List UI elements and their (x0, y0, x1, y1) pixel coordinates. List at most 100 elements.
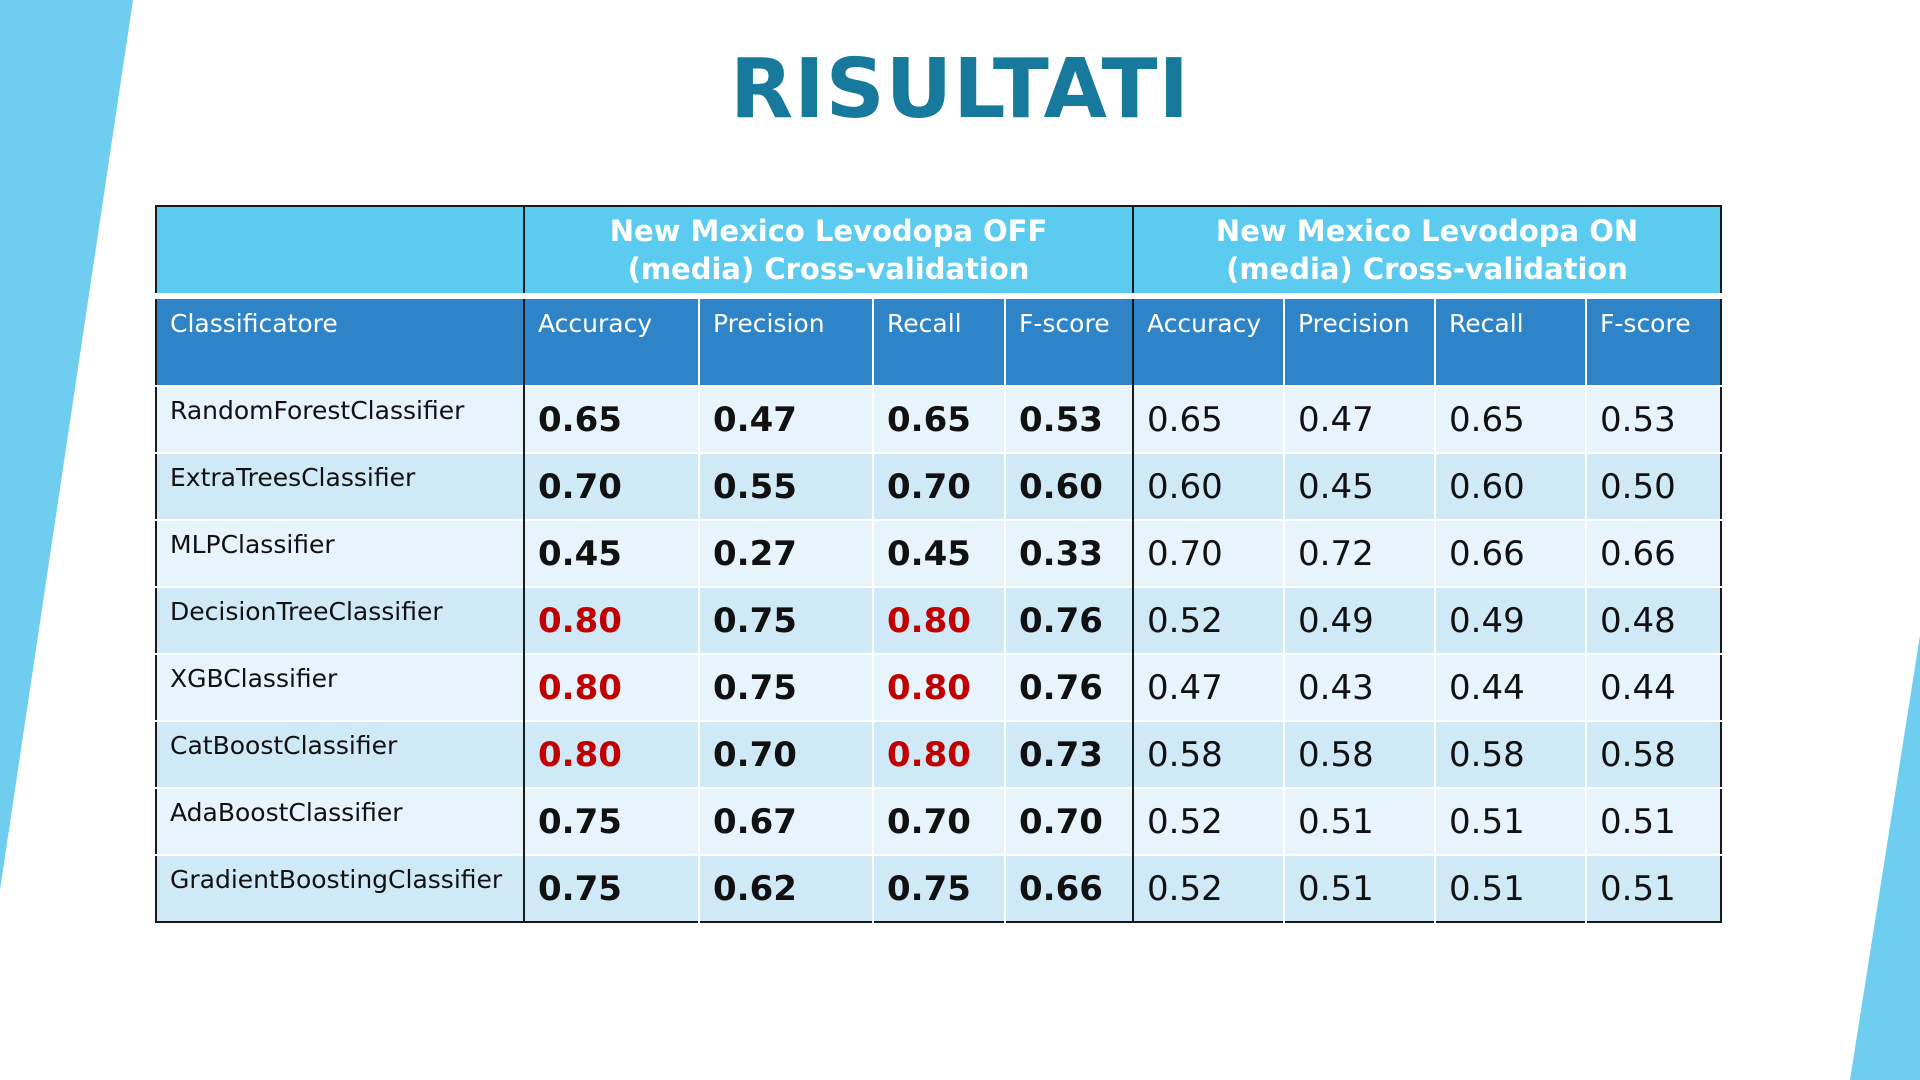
on-precision-cell: 0.72 (1283, 519, 1436, 587)
on-recall-cell: 0.65 (1434, 385, 1587, 453)
on-recall-cell: 0.58 (1434, 720, 1587, 788)
group-header-levodopa-on: New Mexico Levodopa ON (media) Cross-val… (1132, 206, 1722, 299)
table-row: GradientBoostingClassifier 0.75 0.62 0.75 0.… (156, 854, 1722, 922)
off-fscore-cell: 0.66 (1003, 854, 1134, 922)
column-header-off-recall: Recall (872, 296, 1005, 386)
table-row: MLPClassifier 0.45 0.27 0.45 0.33 0.70 0.72 0.6… (156, 519, 1722, 587)
on-accuracy-cell: 0.70 (1132, 519, 1285, 587)
classifier-name-cell: RandomForestClassifier (156, 385, 524, 453)
table-row: XGBClassifier 0.80 0.75 0.80 0.76 0.47 0.43 0.4… (156, 653, 1722, 721)
on-recall-cell: 0.51 (1434, 854, 1587, 922)
on-accuracy-cell: 0.60 (1132, 452, 1285, 520)
blank-header-cell (156, 206, 524, 299)
off-fscore-cell: 0.76 (1003, 586, 1134, 654)
on-precision-cell: 0.47 (1283, 385, 1436, 453)
column-header-on-fscore: F-score (1585, 296, 1722, 386)
on-fscore-cell: 0.44 (1585, 653, 1722, 721)
group-header-line: (media) Cross-validation (627, 252, 1030, 286)
classifier-name-cell: MLPClassifier (156, 519, 524, 587)
off-precision-cell: 0.47 (698, 385, 873, 453)
on-precision-cell: 0.49 (1283, 586, 1436, 654)
on-recall-cell: 0.49 (1434, 586, 1587, 654)
classifier-name-cell: DecisionTreeClassifier (156, 586, 524, 654)
column-header-on-accuracy: Accuracy (1132, 296, 1285, 386)
on-recall-cell: 0.60 (1434, 452, 1587, 520)
right-stripe (1850, 635, 1920, 1080)
on-recall-cell: 0.66 (1434, 519, 1587, 587)
on-fscore-cell: 0.48 (1585, 586, 1722, 654)
group-header-line: (media) Cross-validation (1226, 252, 1628, 286)
slide-title: RISULTATI (729, 42, 1191, 137)
off-precision-cell: 0.62 (698, 854, 873, 922)
group-header-line: New Mexico Levodopa OFF (609, 214, 1048, 248)
off-precision-cell: 0.55 (698, 452, 873, 520)
off-accuracy-cell: 0.75 (523, 854, 699, 922)
off-accuracy-cell: 0.45 (523, 519, 699, 587)
off-accuracy-cell: 0.75 (523, 787, 699, 855)
off-fscore-cell: 0.76 (1003, 653, 1134, 721)
on-precision-cell: 0.58 (1283, 720, 1436, 788)
off-precision-cell: 0.75 (698, 653, 873, 721)
on-fscore-cell: 0.51 (1585, 787, 1722, 855)
column-header-off-fscore: F-score (1003, 296, 1134, 386)
off-precision-cell: 0.67 (698, 787, 873, 855)
on-fscore-cell: 0.51 (1585, 854, 1722, 922)
on-precision-cell: 0.51 (1283, 854, 1436, 922)
classifier-name-cell: CatBoostClassifier (156, 720, 524, 788)
off-recall-cell: 0.80 (872, 653, 1005, 721)
table-row: CatBoostClassifier 0.80 0.70 0.80 0.73 0.58 0.… (156, 720, 1722, 788)
on-precision-cell: 0.45 (1283, 452, 1436, 520)
on-recall-cell: 0.44 (1434, 653, 1587, 721)
off-recall-cell: 0.65 (872, 385, 1005, 453)
off-recall-cell: 0.45 (872, 519, 1005, 587)
off-precision-cell: 0.27 (698, 519, 873, 587)
classifier-name-cell: XGBClassifier (156, 653, 524, 721)
results-table: New Mexico Levodopa OFF (media) Cross-va… (155, 205, 1723, 923)
on-precision-cell: 0.51 (1283, 787, 1436, 855)
classifier-name-cell: GradientBoostingClassifier (156, 854, 524, 922)
off-recall-cell: 0.80 (872, 586, 1005, 654)
on-fscore-cell: 0.66 (1585, 519, 1722, 587)
off-recall-cell: 0.75 (872, 854, 1005, 922)
on-accuracy-cell: 0.52 (1132, 854, 1285, 922)
classifier-name-cell: AdaBoostClassifier (156, 787, 524, 855)
classifier-name-cell: ExtraTreesClassifier (156, 452, 524, 520)
on-fscore-cell: 0.58 (1585, 720, 1722, 788)
on-precision-cell: 0.43 (1283, 653, 1436, 721)
column-header-off-accuracy: Accuracy (523, 296, 699, 386)
off-fscore-cell: 0.60 (1003, 452, 1134, 520)
on-fscore-cell: 0.53 (1585, 385, 1722, 453)
off-precision-cell: 0.75 (698, 586, 873, 654)
on-accuracy-cell: 0.65 (1132, 385, 1285, 453)
off-fscore-cell: 0.53 (1003, 385, 1134, 453)
column-header-classifier: Classificatore (156, 296, 524, 386)
column-header-off-precision: Precision (698, 296, 873, 386)
group-header-line: New Mexico Levodopa ON (1215, 214, 1639, 248)
off-accuracy-cell: 0.80 (523, 586, 699, 654)
off-accuracy-cell: 0.70 (523, 452, 699, 520)
on-accuracy-cell: 0.52 (1132, 586, 1285, 654)
off-accuracy-cell: 0.80 (523, 720, 699, 788)
on-accuracy-cell: 0.52 (1132, 787, 1285, 855)
table-row: DecisionTreeClassifier 0.80 0.75 0.80 0.76 0.… (156, 586, 1722, 654)
column-header-on-precision: Precision (1283, 296, 1436, 386)
column-header-row: Classificatore Accuracy Precision Recall… (156, 296, 1722, 386)
off-fscore-cell: 0.33 (1003, 519, 1134, 587)
off-accuracy-cell: 0.65 (523, 385, 699, 453)
table-row: ExtraTreesClassifier 0.70 0.55 0.70 0.60 0.60… (156, 452, 1722, 520)
off-precision-cell: 0.70 (698, 720, 873, 788)
table-row: AdaBoostClassifier 0.75 0.67 0.70 0.70 0.52 0.… (156, 787, 1722, 855)
on-recall-cell: 0.51 (1434, 787, 1587, 855)
on-fscore-cell: 0.50 (1585, 452, 1722, 520)
off-recall-cell: 0.70 (872, 452, 1005, 520)
on-accuracy-cell: 0.47 (1132, 653, 1285, 721)
left-stripe (0, 0, 133, 890)
group-header-levodopa-off: New Mexico Levodopa OFF (media) Cross-va… (522, 206, 1134, 299)
on-accuracy-cell: 0.58 (1132, 720, 1285, 788)
off-recall-cell: 0.80 (872, 720, 1005, 788)
column-header-on-recall: Recall (1434, 296, 1587, 386)
table-row: RandomForestClassifier 0.65 0.47 0.65 0.53 0.… (156, 385, 1722, 453)
off-fscore-cell: 0.73 (1003, 720, 1134, 788)
off-fscore-cell: 0.70 (1003, 787, 1134, 855)
